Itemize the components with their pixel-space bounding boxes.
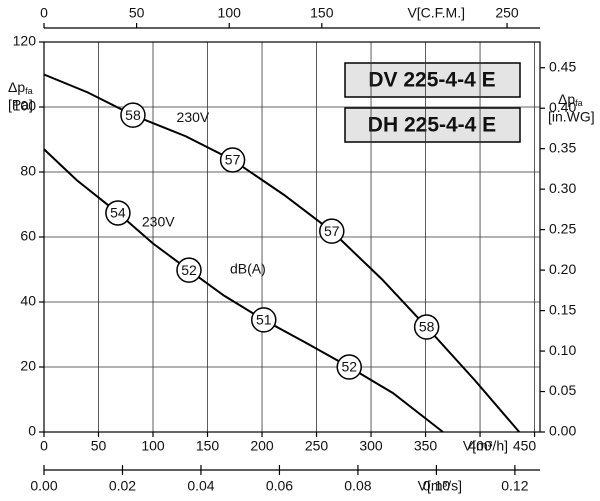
y2-tick-label: 0.45 — [549, 58, 576, 74]
marker-unit-label: dB(A) — [230, 261, 266, 277]
curve — [43, 148, 444, 433]
y2-axis-label: Δpfa — [558, 91, 583, 109]
x-tick-label: 400 — [468, 438, 492, 454]
sound-marker — [251, 307, 277, 333]
series-label: 230V — [142, 213, 175, 229]
y2-label-subscript: fa — [575, 98, 583, 108]
y2-label-symbol: Δp — [558, 91, 575, 107]
sound-marker — [319, 218, 345, 244]
sound-marker — [120, 102, 146, 128]
y-tick-label: 20 — [20, 358, 36, 374]
y-tick-label: 80 — [20, 163, 36, 179]
x-tick-label: 150 — [196, 438, 220, 454]
y-axis-label: Δpfa — [8, 79, 33, 97]
x3-tick-label: 0.08 — [344, 478, 371, 494]
y2-tick-label: 0.00 — [549, 423, 576, 439]
x-tick-label: 300 — [359, 438, 383, 454]
x3-tick-label: 0.06 — [266, 478, 293, 494]
y2-axis-unit: [in.WG] — [548, 109, 595, 125]
y2-tick-label: 0.30 — [549, 180, 576, 196]
sound-level-label: 52 — [181, 262, 197, 278]
model-box-frame — [344, 62, 521, 98]
x-tick-label: 250 — [305, 438, 329, 454]
x-tick-label: 350 — [414, 438, 438, 454]
sound-level-label: 57 — [324, 223, 340, 239]
y-tick-label: 100 — [13, 98, 37, 114]
y2-tick-label: 0.40 — [549, 99, 576, 115]
sound-level-label: 58 — [419, 319, 435, 335]
y2-tick-label: 0.20 — [549, 261, 576, 277]
x-tick-label: 0 — [40, 438, 48, 454]
sound-level-label: 54 — [110, 205, 126, 221]
x-tick-label: 50 — [91, 438, 107, 454]
x3-tick-label: 0.02 — [109, 478, 136, 494]
y2-tick-label: 0.35 — [549, 139, 576, 155]
x2-tick-label: 150 — [310, 5, 334, 21]
sound-marker — [105, 200, 131, 226]
y2-tick-label: 0.15 — [549, 301, 576, 317]
x3-axis-label: V[m³/s] — [418, 478, 462, 494]
sound-marker — [219, 147, 246, 173]
sound-level-label: 57 — [225, 152, 241, 168]
model-name: DV 225-4-4 E — [368, 69, 495, 92]
x-tick-label: 100 — [141, 438, 165, 454]
y2-tick-label: 0.10 — [549, 342, 576, 358]
sound-level-label: 51 — [256, 312, 272, 328]
y-tick-label: 120 — [13, 33, 37, 49]
y2-tick-label: 0.25 — [549, 220, 576, 236]
y-label-subscript: fa — [25, 86, 33, 96]
y-axis-unit: [Pa] — [8, 97, 33, 113]
curve — [43, 73, 521, 433]
sound-marker — [413, 314, 440, 340]
x2-tick-label: 100 — [218, 5, 242, 21]
x2-tick-label: 250 — [495, 5, 519, 21]
y-tick-label: 40 — [20, 293, 36, 309]
x-tick-label: 200 — [250, 438, 274, 454]
x-axis-label: V[m³/h] — [463, 438, 508, 454]
x-tick-label: 450 — [513, 438, 537, 454]
y-label-symbol: Δp — [8, 79, 25, 95]
sound-marker — [176, 257, 202, 283]
sound-level-label: 52 — [341, 359, 357, 375]
model-box-frame — [344, 107, 521, 143]
x2-axis-label: V[C.F.M.] — [407, 5, 465, 21]
x3-tick-label: 0.00 — [30, 478, 57, 494]
model-box: DV 225-4-4 E DH 225-4-4 E — [344, 62, 521, 143]
x2-tick-label: 0 — [40, 5, 48, 21]
x3-tick-label: 0.10 — [423, 478, 450, 494]
x2-tick-label: 50 — [129, 5, 145, 21]
y2-tick-label: 0.05 — [549, 382, 576, 398]
y-tick-label: 0 — [28, 423, 36, 439]
sound-level-label: 58 — [125, 107, 141, 123]
series-label: 230V — [177, 109, 210, 125]
x3-tick-label: 0.04 — [187, 478, 214, 494]
y-tick-label: 60 — [20, 228, 36, 244]
x3-tick-label: 0.12 — [501, 478, 528, 494]
sound-marker — [336, 354, 362, 380]
model-name: DH 225-4-4 E — [368, 114, 496, 137]
